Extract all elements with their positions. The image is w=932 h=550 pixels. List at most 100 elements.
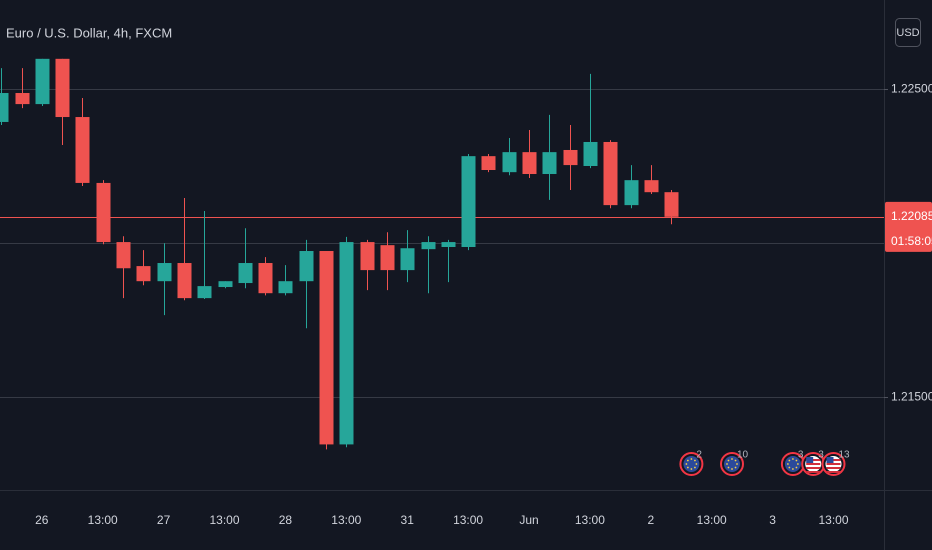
flag-star — [690, 468, 693, 470]
x-tick-label: 13:00 — [88, 513, 118, 527]
flag-star — [788, 466, 791, 469]
x-tick-label: 13:00 — [453, 513, 483, 527]
candle-body — [116, 242, 131, 269]
candle-body — [197, 286, 212, 299]
event-icon[interactable]: 10 — [720, 450, 749, 476]
candle-body — [542, 152, 557, 175]
flag-star — [731, 458, 733, 460]
candle-body — [319, 251, 334, 445]
x-tick-label: 13:00 — [697, 513, 727, 527]
flag-star — [727, 466, 730, 469]
candle-body — [563, 149, 578, 166]
candle-body — [481, 156, 496, 171]
candle-body — [278, 281, 293, 294]
flag-canton — [826, 457, 834, 463]
currency-button[interactable] — [895, 18, 921, 47]
flag-stripe — [806, 471, 821, 473]
flag-star — [792, 458, 794, 460]
candle-body — [461, 156, 476, 248]
flag-star — [731, 468, 733, 470]
candle-body — [624, 180, 639, 206]
flag-star — [727, 459, 730, 462]
candle-body — [55, 58, 70, 118]
candle-body — [75, 117, 90, 183]
x-tick-label: 28 — [279, 513, 293, 527]
chart-title: Euro / U.S. Dollar, 4h, FXCM — [6, 25, 172, 40]
candle-body — [238, 263, 253, 284]
event-count: 2 — [696, 450, 702, 461]
x-tick-label: 31 — [401, 513, 415, 527]
last-price-value: 1.22085 — [891, 209, 932, 223]
flag-star — [694, 466, 696, 469]
candle-body — [664, 192, 679, 217]
event-icon[interactable]: 3 — [780, 450, 805, 476]
candle-body — [218, 281, 233, 288]
flag-star — [694, 459, 696, 462]
candle-body — [136, 266, 151, 282]
last-price-label: 1.22085 01:58:05 — [885, 201, 932, 252]
currency-label[interactable]: USD — [896, 27, 919, 39]
flag-star — [695, 463, 698, 465]
x-tick-label: 2 — [647, 513, 654, 527]
flag-stripe — [826, 463, 841, 465]
flag-canton — [806, 457, 814, 463]
candle-body — [96, 182, 111, 243]
event-icon[interactable]: 3 — [801, 450, 826, 476]
flag-stripe — [826, 471, 841, 473]
flag-star — [795, 459, 798, 462]
flag-star — [797, 463, 799, 465]
flag-star — [734, 466, 737, 469]
flag-star — [690, 458, 693, 460]
y-tick-label: 1.22500 — [891, 82, 932, 96]
candle-body — [583, 141, 598, 167]
candle-body — [502, 152, 517, 173]
candle-body — [299, 251, 314, 282]
flag-star — [795, 466, 798, 469]
x-tick-label: 13:00 — [209, 513, 239, 527]
candle-body — [0, 93, 9, 122]
candle-body — [441, 242, 456, 248]
countdown: 01:58:05 — [891, 234, 932, 248]
flag-star — [736, 463, 738, 465]
candle-body — [360, 242, 375, 271]
flag-star — [686, 459, 689, 462]
candle-body — [603, 141, 618, 206]
flag-star — [685, 463, 688, 465]
x-tick-label: 13:00 — [331, 513, 361, 527]
event-count: 13 — [839, 450, 851, 461]
flag-stripe — [806, 467, 821, 469]
candle-body — [157, 263, 172, 282]
event-icon[interactable]: 13 — [821, 450, 851, 476]
candle-body — [177, 263, 192, 299]
x-tick-label: 27 — [157, 513, 171, 527]
flag-star — [686, 466, 689, 469]
event-count: 3 — [818, 450, 824, 461]
last-price-box — [885, 201, 932, 252]
event-count: 10 — [737, 450, 749, 461]
x-tick-label: 13:00 — [575, 513, 605, 527]
candle-body — [644, 180, 659, 193]
flag-star — [787, 463, 789, 465]
y-tick-label: 1.21500 — [891, 390, 932, 404]
flag-star — [792, 468, 794, 470]
x-tick-label: 13:00 — [818, 513, 848, 527]
flag-star — [734, 459, 737, 462]
flag-stripe — [806, 463, 821, 465]
x-tick-label: Jun — [519, 513, 538, 527]
candle-body — [522, 152, 537, 175]
candle-body — [35, 58, 50, 105]
event-count: 3 — [798, 450, 804, 461]
x-tick-label: 3 — [769, 513, 776, 527]
candle-body — [380, 245, 395, 271]
flag-star — [726, 463, 728, 465]
x-tick-label: 26 — [35, 513, 49, 527]
candle-body — [400, 248, 415, 271]
event-icon[interactable]: 2 — [679, 450, 704, 476]
candle-body — [421, 242, 436, 250]
candle-body — [15, 93, 30, 105]
flag-star — [788, 459, 791, 462]
flag-stripe — [826, 467, 841, 469]
